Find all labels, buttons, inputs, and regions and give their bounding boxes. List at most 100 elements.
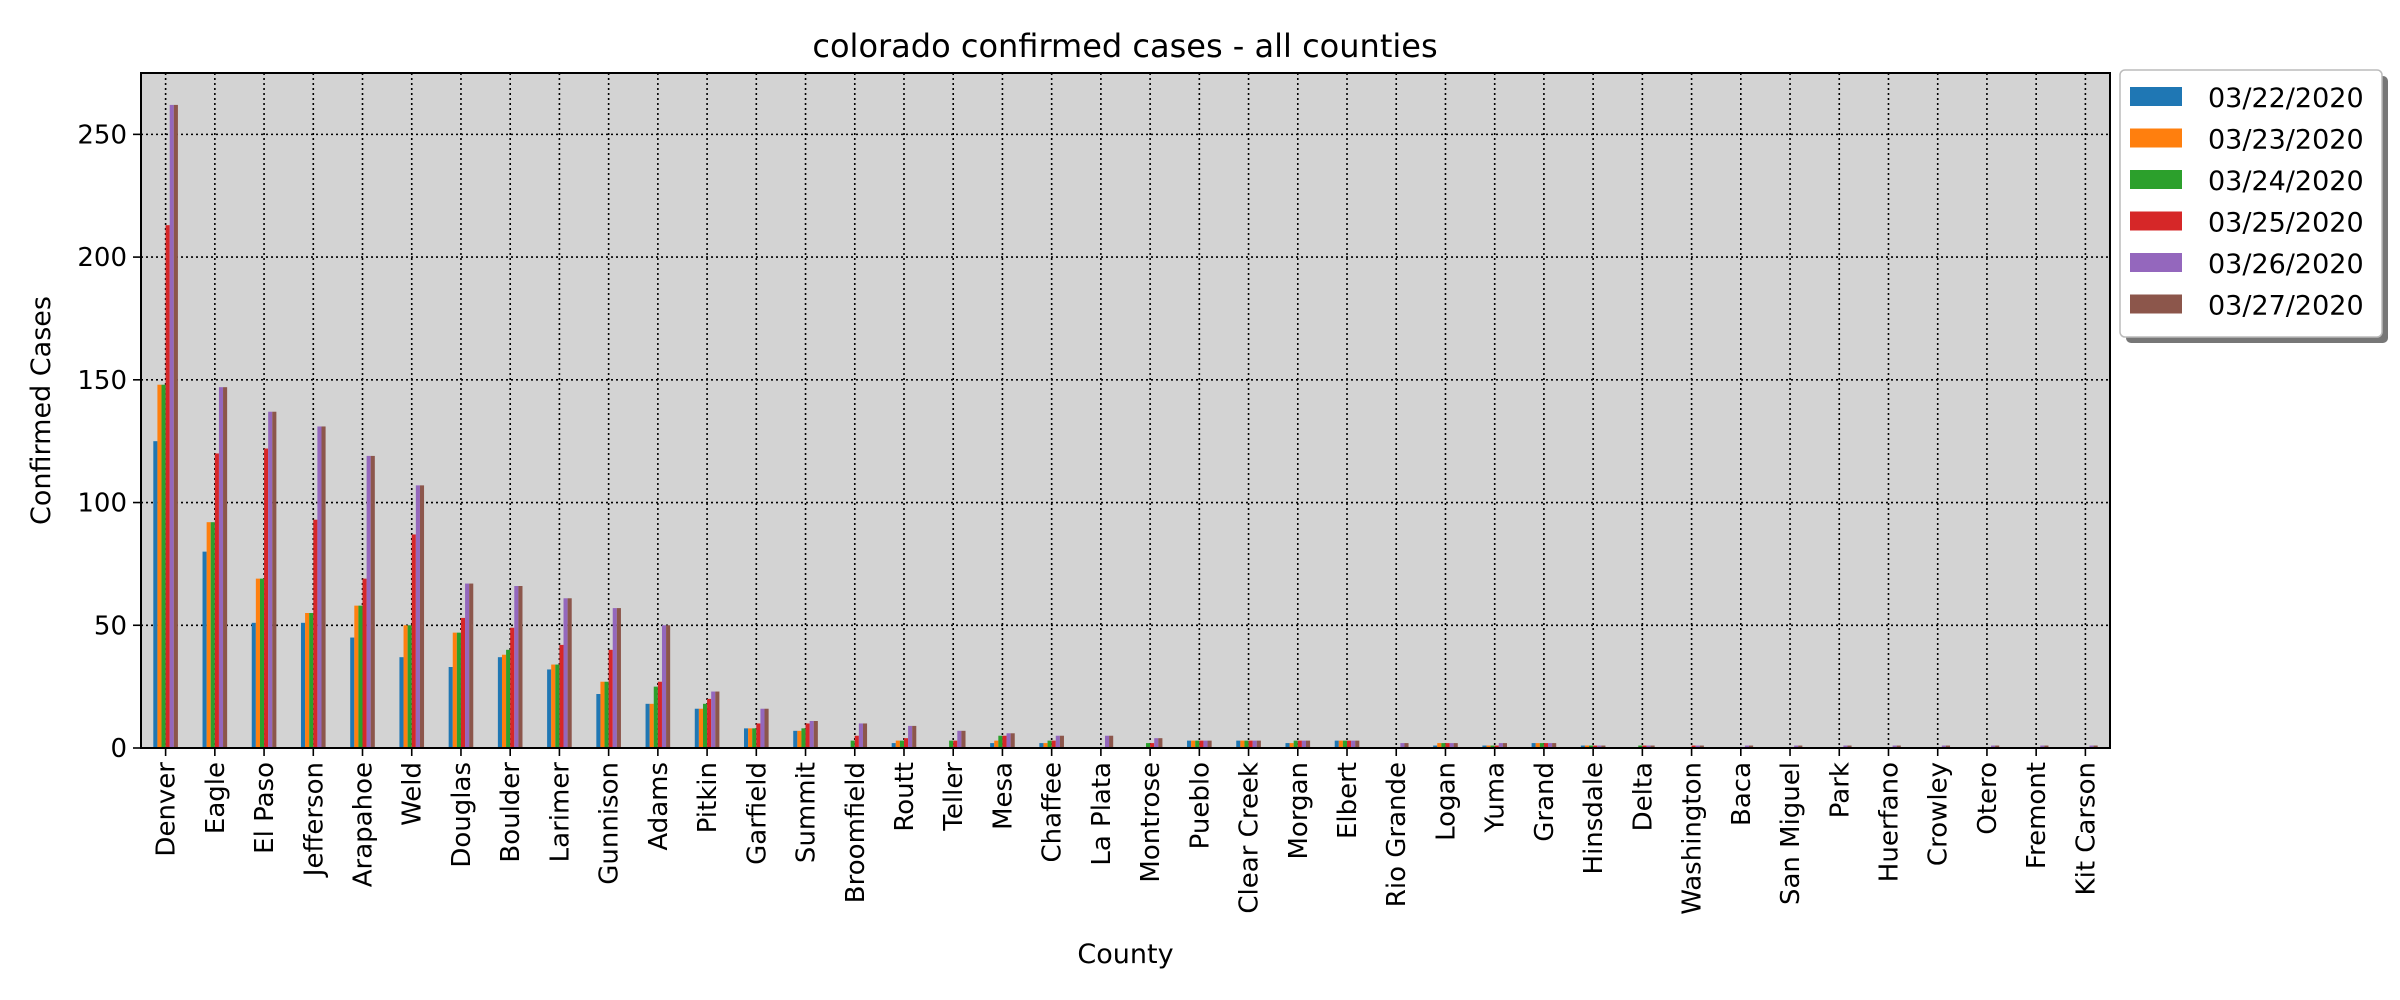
x-tick-label: Eagle xyxy=(201,762,231,834)
bar xyxy=(661,625,667,748)
bar xyxy=(1207,740,1212,748)
y-tick-label: 50 xyxy=(94,611,127,641)
bar xyxy=(1301,740,1306,748)
x-tick-label: La Plata xyxy=(1087,762,1117,866)
x-tick-label: El Paso xyxy=(250,762,280,854)
legend-swatch xyxy=(2130,170,2182,189)
x-tick-label: Fremont xyxy=(2022,762,2052,869)
bar xyxy=(370,455,375,748)
bar xyxy=(251,622,256,748)
bar xyxy=(1794,745,1799,748)
bar xyxy=(715,691,720,748)
bar xyxy=(805,723,810,748)
legend-label: 03/27/2020 xyxy=(2208,291,2364,322)
x-tick-label: Washington xyxy=(1678,762,1708,915)
legend-label: 03/24/2020 xyxy=(2208,166,2364,197)
bar xyxy=(1104,735,1110,748)
bar xyxy=(506,649,511,748)
bar xyxy=(403,625,408,748)
bar xyxy=(895,740,900,748)
bar xyxy=(555,664,560,748)
bar xyxy=(411,534,416,748)
bar xyxy=(1896,745,1901,748)
bar xyxy=(1695,745,1700,748)
legend-swatch xyxy=(2130,211,2182,231)
bar xyxy=(1285,743,1290,748)
bar xyxy=(214,453,219,748)
bar xyxy=(1441,743,1446,748)
bar xyxy=(510,627,515,748)
bar xyxy=(563,598,568,748)
x-tick-label: Baca xyxy=(1727,762,1757,826)
bar xyxy=(2089,745,2094,748)
bar xyxy=(358,605,363,748)
bar xyxy=(1195,740,1200,748)
bar xyxy=(1293,740,1298,748)
x-tick-label: Clear Creek xyxy=(1235,762,1265,914)
plot-frame xyxy=(140,72,2111,749)
bar xyxy=(1449,743,1454,748)
bar xyxy=(497,657,502,748)
x-tick-label: Huerfano xyxy=(1874,762,1904,882)
bar xyxy=(694,708,699,748)
bar xyxy=(399,657,404,748)
bar xyxy=(313,519,318,748)
bar xyxy=(210,522,215,748)
x-tick-label: Yuma xyxy=(1481,762,1511,834)
x-tick-label: Chaffee xyxy=(1038,762,1068,862)
bar xyxy=(1154,738,1159,748)
bar xyxy=(1248,740,1253,748)
bar xyxy=(1482,745,1487,748)
bar xyxy=(448,667,453,748)
bar xyxy=(645,703,650,748)
bar xyxy=(1256,740,1261,748)
bar xyxy=(903,738,909,748)
bar xyxy=(559,644,564,748)
x-tick-label: Kit Carson xyxy=(2071,762,2101,895)
bar xyxy=(1342,740,1348,748)
bar xyxy=(460,617,466,748)
y-tick-label: 100 xyxy=(77,489,127,519)
bar xyxy=(1543,743,1549,748)
bar xyxy=(1589,745,1594,748)
bar xyxy=(518,586,523,748)
bar xyxy=(1109,735,1114,748)
y-tick-label: 0 xyxy=(110,734,127,764)
bar xyxy=(702,703,708,748)
bar xyxy=(350,637,355,748)
x-tick-label: Adams xyxy=(644,762,674,851)
bar xyxy=(744,728,749,748)
bar xyxy=(990,743,995,748)
bar xyxy=(1597,745,1602,748)
bar xyxy=(218,387,224,748)
bar xyxy=(264,448,269,748)
bar xyxy=(756,723,761,748)
bar xyxy=(1945,745,1951,748)
bar xyxy=(1252,740,1257,748)
y-axis-title: Confirmed Cases xyxy=(26,296,57,525)
bar xyxy=(165,225,170,748)
bar xyxy=(1548,743,1553,748)
bar xyxy=(1843,745,1848,748)
bar xyxy=(707,698,712,748)
x-tick-label: Jefferson xyxy=(299,762,329,878)
x-axis: Denver Eagle El Paso Jefferson Arapahoe Weld D… xyxy=(152,748,2101,915)
bar xyxy=(1638,745,1643,748)
bar xyxy=(1580,745,1585,748)
x-tick-label: Garfield xyxy=(742,762,772,865)
bar xyxy=(1995,745,2000,748)
x-tick-label: San Miguel xyxy=(1776,762,1806,905)
bar xyxy=(202,551,207,748)
bar xyxy=(514,586,519,748)
bar xyxy=(1892,745,1897,748)
legend[interactable]: 03/22/2020 03/23/2020 03/24/2020 03/25/2020… xyxy=(2119,69,2388,343)
bar xyxy=(1334,740,1339,748)
bar xyxy=(317,426,322,748)
bar xyxy=(259,578,265,748)
bar xyxy=(1199,740,1204,748)
bar xyxy=(711,691,716,748)
bar xyxy=(612,608,617,748)
bar xyxy=(1006,733,1011,748)
